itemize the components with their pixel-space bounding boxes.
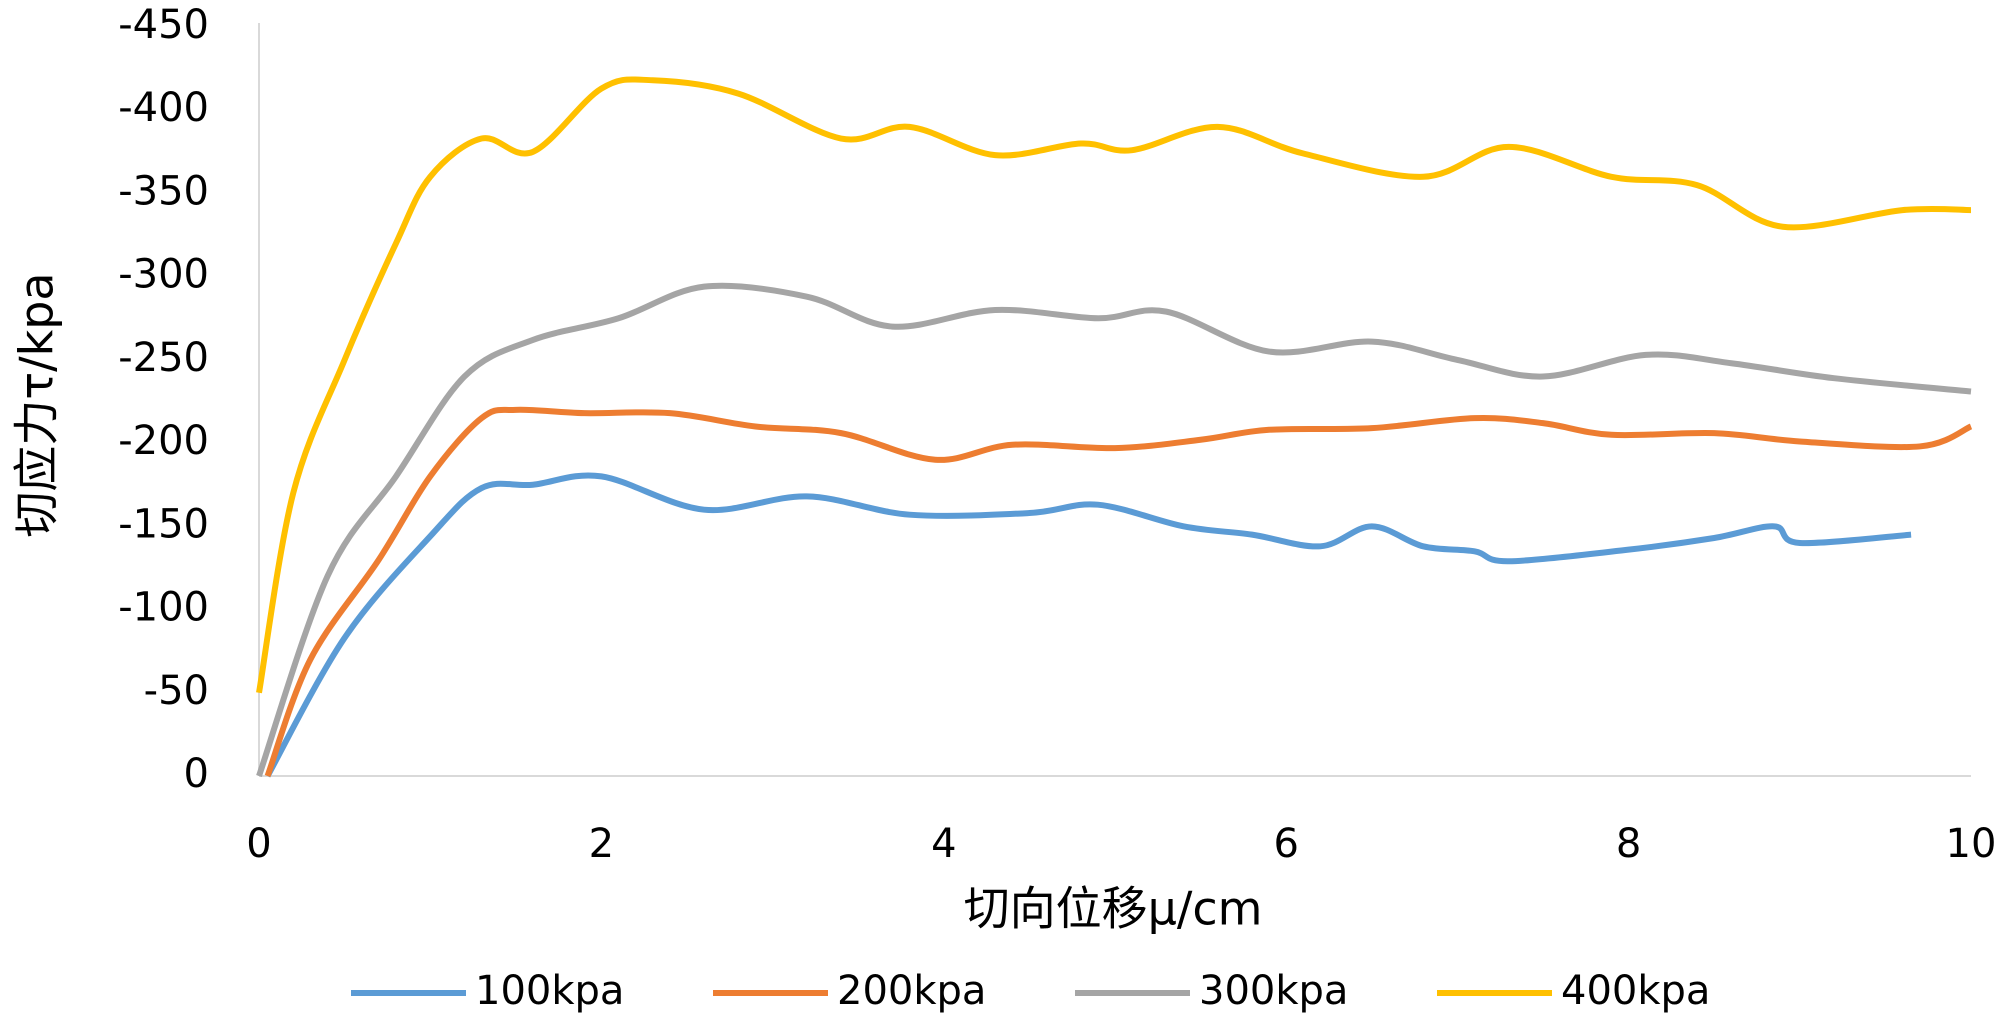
legend-label: 300kpa [1199,968,1348,1014]
y-tick-label: -400 [118,85,209,131]
y-tick-label: -100 [118,585,209,631]
x-tick-label: 4 [931,821,956,867]
x-axis-title: 切向位移μ/cm [964,882,1263,936]
x-tick-label: 6 [1273,821,1298,867]
y-tick-label: -250 [118,335,209,381]
x-tick-label: 8 [1616,821,1641,867]
series-line [256,282,1972,777]
y-tick-label: -350 [118,168,209,214]
y-tick-label: -300 [118,252,209,298]
series-line [264,472,1912,778]
y-tick-label: -50 [144,668,209,714]
legend-label: 400kpa [1561,968,1710,1014]
x-tick-label: 0 [246,821,271,867]
series-line [256,76,1972,694]
series-line [264,406,1973,778]
y-tick-label: 0 [184,751,209,797]
legend-label: 200kpa [837,968,986,1014]
y-tick-label: -150 [118,501,209,547]
x-tick-label: 10 [1946,821,1997,867]
y-axis-title: 切应力τ/kpa [10,272,64,537]
y-tick-label: -450 [118,2,209,48]
y-tick-label: -200 [118,418,209,464]
legend-label: 100kpa [475,968,624,1014]
x-tick-label: 2 [589,821,614,867]
